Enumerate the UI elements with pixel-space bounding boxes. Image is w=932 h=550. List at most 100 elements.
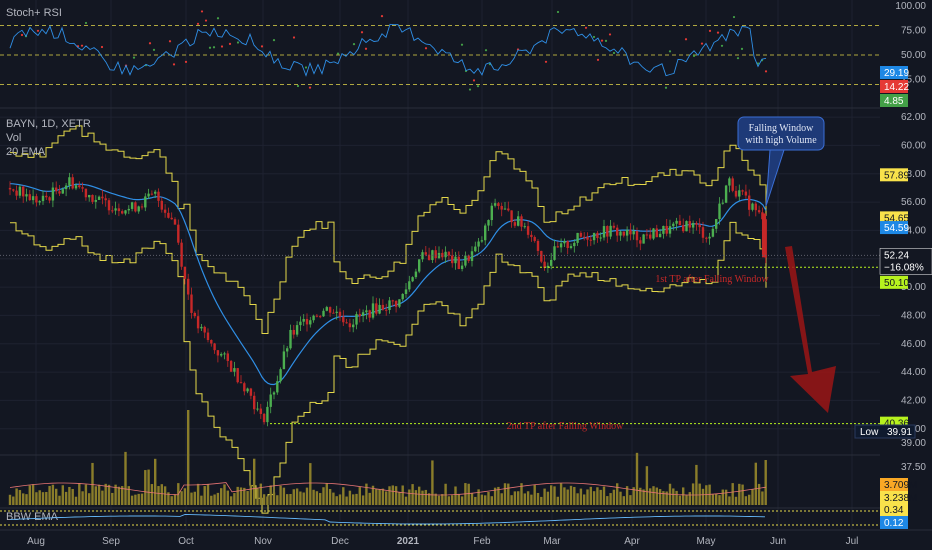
volume-bar [147, 469, 150, 505]
volume-bar [41, 492, 45, 505]
stoch-dot [228, 42, 232, 45]
volume-bar [243, 487, 246, 505]
volume-bars [8, 410, 767, 505]
tp2-label: 2nd TP after Falling Window [507, 421, 624, 432]
candle-body [187, 278, 190, 295]
volume-bar [404, 496, 408, 505]
volume-bar [358, 487, 361, 505]
stoch-dot [380, 15, 384, 18]
candle-body [223, 353, 226, 355]
price-tick-label: 58.00 [901, 169, 926, 180]
price-pane[interactable]: BAYN, 1D, XETR Vol 20 EMA Falling Window… [0, 116, 880, 514]
volume-bar [652, 486, 655, 505]
volume-bar [249, 484, 253, 505]
candle-body [695, 223, 698, 225]
volume-bar [35, 492, 38, 505]
candle-body [315, 315, 319, 317]
volume-average-line [9, 482, 767, 496]
candle-body [348, 323, 352, 328]
volume-bar [114, 484, 117, 505]
candle-body [259, 408, 262, 414]
volume-bar [272, 492, 276, 505]
candle-body [447, 251, 451, 256]
candle-body [368, 310, 371, 318]
price-axis[interactable]: 100.00 75.00 50.00 25.00 62.00 60.00 58.00 56.0… [854, 0, 932, 530]
volume-bar [71, 488, 74, 505]
volume-bar [754, 462, 757, 505]
candle-body [457, 256, 460, 270]
volume-bar [718, 495, 721, 505]
bbw-ema-tag-text: 0.12 [884, 518, 904, 529]
candle-body [22, 186, 25, 197]
candle-body [672, 223, 675, 227]
stoch-tag-k: 29.19 [880, 66, 909, 79]
volume-bar [342, 487, 345, 505]
volume-tag-avg-text: 3.238M [884, 493, 917, 504]
candle-body [517, 216, 520, 226]
stoch-dot [336, 52, 340, 55]
candle-body [427, 254, 431, 261]
time-tick-label: Mar [543, 536, 561, 547]
stoch-rsi-pane[interactable]: Stoch+ RSI [0, 7, 880, 91]
stoch-dot [668, 50, 672, 53]
stoch-dot [236, 41, 240, 44]
volume-bar [31, 484, 35, 505]
volume-bar [609, 493, 612, 505]
volume-bar [236, 486, 239, 505]
bbw-tag-text: 0.34 [884, 505, 904, 516]
volume-pane[interactable] [8, 410, 767, 505]
volume-bar [543, 488, 546, 505]
candle-body [289, 329, 292, 349]
bbw-pane[interactable]: BBW EMA [0, 510, 880, 526]
candle-body [78, 185, 81, 188]
falling-window-callout: Falling Window with high Volume [737, 116, 825, 207]
candle-body [385, 309, 388, 311]
volume-bar [596, 487, 599, 505]
stoch-dot [708, 29, 712, 32]
volume-tag-last-bg [880, 478, 908, 491]
candle-body [688, 221, 691, 228]
price-tag: 54.59 [880, 221, 909, 235]
volume-bar [12, 496, 15, 505]
candle-body [381, 304, 385, 310]
volume-bar [180, 491, 183, 505]
volume-bar [48, 485, 51, 505]
volume-bar [741, 484, 744, 505]
candle-body [157, 191, 160, 201]
price-tick-label: 44.00 [901, 367, 926, 378]
candle-body [721, 202, 724, 204]
stoch-dot [20, 33, 24, 37]
volume-ma-line [9, 482, 767, 496]
candle-body [434, 250, 437, 259]
volume-bar [134, 494, 137, 505]
volume-bar [592, 491, 596, 505]
volume-bar [394, 486, 398, 505]
candle-body [388, 300, 391, 311]
candle-body [698, 224, 701, 228]
candle-body [454, 256, 457, 264]
candle-body [31, 196, 35, 201]
candle-body [269, 394, 272, 407]
stoch-dot [556, 10, 560, 14]
volume-bar [398, 492, 401, 505]
candle-body [398, 299, 401, 307]
volume-bar [507, 483, 510, 505]
candle-body [8, 187, 12, 190]
candle-body [325, 307, 328, 311]
candle-body [645, 234, 649, 236]
volume-bar [213, 494, 216, 505]
stoch-dot [352, 43, 356, 46]
stoch-dot [596, 58, 600, 61]
stoch-dot [208, 46, 212, 49]
volume-bar [167, 492, 170, 505]
candle-body [236, 368, 239, 383]
volume-bar [559, 483, 563, 505]
candle-body [612, 225, 616, 228]
volume-bar [675, 490, 678, 505]
volume-bar [157, 486, 160, 505]
time-axis[interactable]: Aug Sep Oct Nov Dec 2021 Feb Mar Apr May Jun Jul [0, 529, 932, 550]
volume-bar [487, 491, 490, 505]
volume-bar [460, 496, 464, 505]
volume-bar [154, 458, 157, 505]
